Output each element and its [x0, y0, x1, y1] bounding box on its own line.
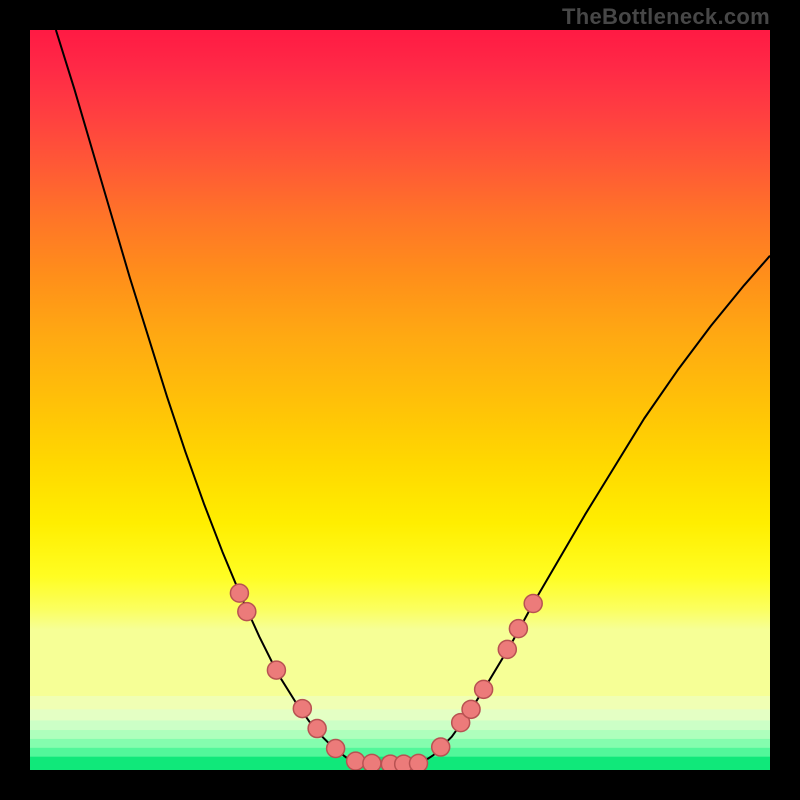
chart-svg	[30, 30, 770, 770]
data-marker-4	[308, 720, 326, 738]
data-marker-14	[475, 680, 493, 698]
plot-area	[30, 30, 770, 770]
data-marker-5	[327, 740, 345, 758]
data-marker-10	[410, 754, 428, 770]
data-marker-6	[347, 752, 365, 770]
data-marker-1	[238, 603, 256, 621]
gradient-background	[30, 30, 770, 696]
data-marker-0	[230, 584, 248, 602]
data-marker-15	[498, 640, 516, 658]
outer-black-frame: TheBottleneck.com	[0, 0, 800, 800]
data-marker-11	[432, 738, 450, 756]
watermark-text: TheBottleneck.com	[562, 4, 770, 30]
data-marker-16	[509, 620, 527, 638]
data-marker-17	[524, 595, 542, 613]
data-marker-13	[462, 700, 480, 718]
data-marker-2	[267, 661, 285, 679]
data-marker-3	[293, 700, 311, 718]
data-marker-7	[363, 754, 381, 770]
